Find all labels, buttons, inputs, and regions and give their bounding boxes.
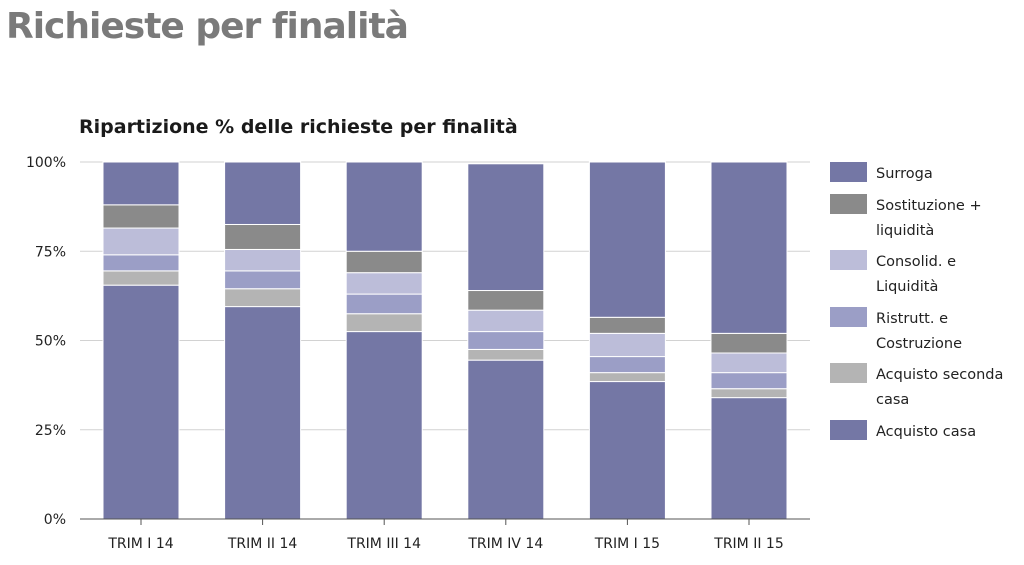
y-axis-tick-labels: 0% 25% 50% 75% 100% bbox=[26, 155, 66, 528]
bar-stack bbox=[588, 161, 666, 520]
bar-segment bbox=[102, 284, 180, 520]
bar-segment bbox=[102, 254, 180, 272]
bar-segment bbox=[224, 306, 302, 520]
bar-segment bbox=[102, 161, 180, 206]
bar-segment bbox=[102, 270, 180, 286]
bar-segment bbox=[588, 356, 666, 374]
legend: Surroga Sostituzione + liquidità Consolid. … bbox=[830, 162, 1003, 440]
y-tick-label: 50% bbox=[35, 334, 66, 350]
x-tick-label: TRIM I 15 bbox=[594, 536, 660, 552]
bar-segment bbox=[467, 348, 545, 361]
bar-stack bbox=[345, 161, 423, 520]
bar-stack bbox=[710, 161, 788, 520]
x-tick-label: TRIM II 15 bbox=[713, 536, 783, 552]
gridlines bbox=[80, 161, 810, 520]
bar-segment bbox=[710, 372, 788, 390]
bar-segment bbox=[467, 359, 545, 520]
bar-segment bbox=[588, 372, 666, 383]
bar-segment bbox=[588, 316, 666, 334]
bar-segment bbox=[710, 161, 788, 334]
legend-item: Ristrutt. e Costruzione bbox=[830, 307, 962, 352]
x-tick-label: TRIM IV 14 bbox=[467, 536, 543, 552]
bar-segment bbox=[345, 331, 423, 520]
bar-segment bbox=[224, 288, 302, 308]
bar-stack bbox=[224, 161, 302, 520]
legend-label: Consolid. e bbox=[876, 254, 956, 270]
bar-segment bbox=[345, 250, 423, 274]
bar-segment bbox=[102, 204, 180, 229]
bar-segment bbox=[588, 332, 666, 358]
legend-swatch bbox=[830, 307, 867, 327]
bar-segment bbox=[345, 293, 423, 315]
legend-swatch bbox=[830, 194, 867, 214]
bar-segment bbox=[467, 331, 545, 350]
legend-label: Acquisto casa bbox=[876, 424, 976, 440]
x-tick-label: TRIM II 14 bbox=[227, 536, 298, 552]
bar-segment bbox=[224, 248, 302, 272]
bar-segment bbox=[345, 313, 423, 333]
legend-label: Acquisto seconda bbox=[876, 367, 1003, 383]
y-tick-label: 25% bbox=[35, 423, 66, 439]
bar-segment bbox=[710, 332, 788, 354]
bar-segment bbox=[224, 161, 302, 225]
legend-item: Surroga bbox=[830, 162, 933, 182]
x-tick-label: TRIM I 14 bbox=[107, 536, 173, 552]
legend-item: Sostituzione + liquidità bbox=[830, 194, 982, 239]
bar-stack bbox=[102, 161, 180, 520]
legend-item: Consolid. e Liquidità bbox=[830, 250, 956, 295]
legend-label: Sostituzione + bbox=[876, 198, 982, 214]
bar-segment bbox=[588, 161, 666, 318]
bar-segment bbox=[710, 388, 788, 399]
bar-segment bbox=[467, 290, 545, 311]
bar-segment bbox=[345, 272, 423, 295]
legend-label: Ristrutt. e bbox=[876, 311, 948, 327]
bar-segment bbox=[345, 161, 423, 252]
bar-segment bbox=[588, 381, 666, 520]
legend-swatch bbox=[830, 162, 867, 182]
bar-segment bbox=[467, 309, 545, 333]
bar-segment bbox=[224, 270, 302, 290]
y-tick-label: 75% bbox=[35, 244, 66, 260]
bars bbox=[102, 161, 788, 520]
page-title: Richieste per finalità bbox=[6, 6, 409, 47]
legend-item: Acquisto casa bbox=[830, 420, 976, 440]
legend-label: Costruzione bbox=[876, 336, 962, 352]
legend-item: Acquisto seconda casa bbox=[830, 363, 1003, 408]
bar-segment bbox=[224, 223, 302, 250]
legend-swatch bbox=[830, 363, 867, 383]
bar-segment bbox=[102, 227, 180, 256]
bar-segment bbox=[710, 397, 788, 520]
legend-swatch bbox=[830, 420, 867, 440]
legend-label: liquidità bbox=[876, 223, 934, 239]
legend-label: Liquidità bbox=[876, 279, 938, 295]
bar-stack bbox=[467, 163, 545, 520]
chart-title: Ripartizione % delle richieste per final… bbox=[79, 116, 518, 138]
bar-segment bbox=[710, 352, 788, 374]
legend-label: Surroga bbox=[876, 166, 933, 182]
y-tick-label: 100% bbox=[26, 155, 66, 171]
bar-segment bbox=[467, 163, 545, 292]
x-tick-label: TRIM III 14 bbox=[346, 536, 421, 552]
x-axis: TRIM I 14 TRIM II 14 TRIM III 14 TRIM IV 14… bbox=[80, 518, 810, 552]
legend-label: casa bbox=[876, 392, 909, 408]
legend-swatch bbox=[830, 250, 867, 270]
y-tick-label: 0% bbox=[44, 512, 66, 528]
